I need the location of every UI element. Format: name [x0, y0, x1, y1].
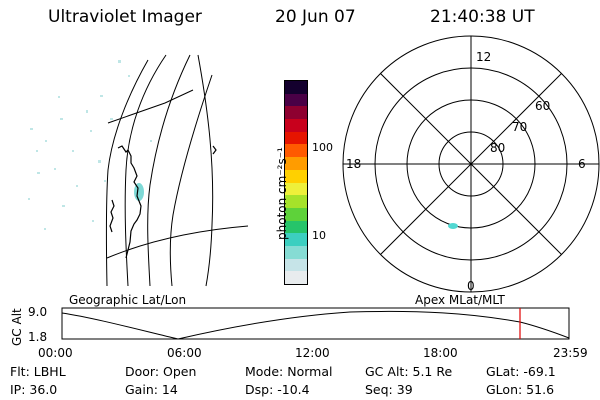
- colorbar-segment: [285, 144, 307, 158]
- timeline-xtick-0000: 00:00: [38, 346, 73, 360]
- colorbar-segment: [285, 195, 307, 208]
- seq-status: Seq: 39: [365, 382, 413, 397]
- timeline-right-label: Apex MLat/MLT: [415, 293, 505, 307]
- timeline-ytick-top: 9.0: [28, 305, 48, 319]
- glon-status: GLon: 51.6: [486, 382, 555, 397]
- colorbar-segment: [285, 182, 307, 196]
- polar-aurora-spot: [448, 223, 458, 229]
- date-label: 20 Jun 07: [275, 7, 356, 27]
- colorbar-tick-100: 100: [312, 141, 333, 154]
- colorbar-segment: [285, 93, 307, 107]
- timeline-ytick-bottom: 1.8: [28, 330, 48, 344]
- timeline-left-label: Geographic Lat/Lon: [69, 293, 187, 307]
- colorbar-segment: [285, 81, 307, 94]
- lat-label-60: 60: [535, 99, 550, 113]
- coordinate-lines: [105, 54, 249, 287]
- dsp-status: Dsp: -10.4: [245, 382, 310, 397]
- filter-status: Flt: LBHL: [10, 364, 66, 379]
- lat-label-80: 80: [490, 141, 505, 155]
- altitude-curve: [61, 310, 570, 340]
- ip-status: IP: 36.0: [10, 382, 58, 397]
- colorbar-segment: [285, 233, 307, 246]
- colorbar-segment: [285, 106, 307, 120]
- timeline-xtick-2359: 23:59: [553, 346, 588, 360]
- timeline-xtick-1800: 18:00: [423, 346, 458, 360]
- colorbar-segment: [285, 169, 307, 183]
- colorbar-segment: [285, 245, 307, 259]
- colorbar: [284, 80, 308, 285]
- instrument-title: Ultraviolet Imager: [48, 7, 202, 27]
- gc-alt-status: GC Alt: 5.1 Re: [365, 364, 453, 379]
- colorbar-segment: [285, 271, 307, 284]
- door-status: Door: Open: [125, 364, 197, 379]
- colorbar-segment: [285, 207, 307, 221]
- lat-label-70: 70: [512, 120, 527, 134]
- mlt-label-0: 0: [467, 279, 475, 293]
- mlt-label-6: 6: [578, 157, 586, 171]
- colorbar-segment: [285, 258, 307, 272]
- coastline: [109, 145, 217, 259]
- colorbar-segment: [285, 119, 307, 132]
- timeline-xtick-1200: 12:00: [295, 346, 330, 360]
- mlt-label-12: 12: [476, 50, 491, 64]
- timeline-xtick-0600: 06:00: [167, 346, 202, 360]
- gain-status: Gain: 14: [125, 382, 178, 397]
- colorbar-segment: [285, 220, 307, 234]
- mlt-label-18: 18: [346, 157, 361, 171]
- colorbar-tick-10: 10: [312, 229, 326, 242]
- colorbar-segment: [285, 131, 307, 145]
- colorbar-segment: [285, 157, 307, 170]
- glat-status: GLat: -69.1: [486, 364, 556, 379]
- auroral-speckle: [28, 60, 152, 230]
- aurora-spot: [134, 183, 144, 201]
- time-label: 21:40:38 UT: [430, 7, 535, 27]
- mode-status: Mode: Normal: [245, 364, 333, 379]
